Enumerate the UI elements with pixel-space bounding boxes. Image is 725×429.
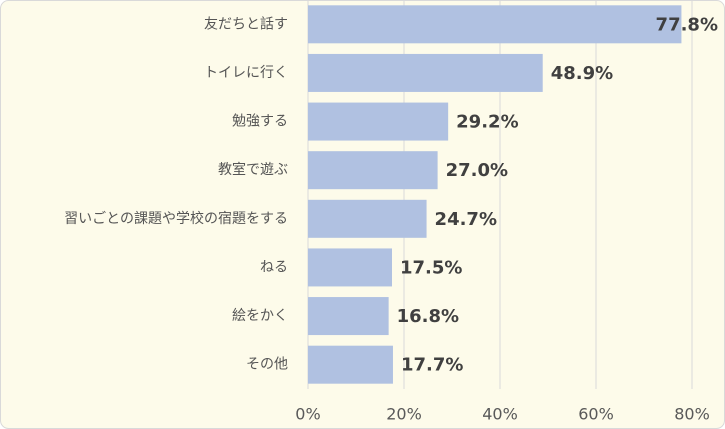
y-tick-label: 習いごとの課題や学校の宿題をする	[64, 210, 288, 227]
bar	[308, 151, 438, 190]
y-tick-label: 教室で遊ぶ	[218, 161, 288, 178]
bar	[308, 53, 543, 92]
data-label: 48.9%	[551, 63, 613, 84]
y-tick-label: ねる	[260, 259, 288, 275]
data-label: 17.7%	[401, 355, 463, 376]
x-tick-label: 80%	[674, 405, 710, 424]
x-tick-label: 40%	[482, 405, 518, 424]
y-tick-label: 友だちと話す	[204, 15, 288, 32]
x-tick-label: 20%	[386, 405, 422, 424]
bar	[308, 102, 449, 141]
data-label: 24.7%	[435, 209, 497, 230]
data-label: 27.0%	[446, 160, 508, 181]
x-tick-label: 60%	[578, 405, 614, 424]
y-tick-label: 勉強する	[232, 114, 288, 130]
data-label: 29.2%	[456, 112, 518, 133]
y-tick-label: 絵をかく	[232, 308, 288, 324]
y-tick-label: その他	[246, 357, 288, 373]
bar	[308, 199, 427, 238]
data-label: 77.8%	[656, 14, 718, 35]
bar	[308, 248, 392, 287]
x-tick-label: 0%	[295, 405, 320, 424]
y-tick-label: トイレに行く	[204, 65, 288, 81]
bar	[308, 297, 389, 336]
data-label: 16.8%	[397, 306, 459, 327]
data-label: 17.5%	[400, 257, 462, 278]
bar	[308, 5, 682, 44]
bar	[308, 345, 393, 384]
